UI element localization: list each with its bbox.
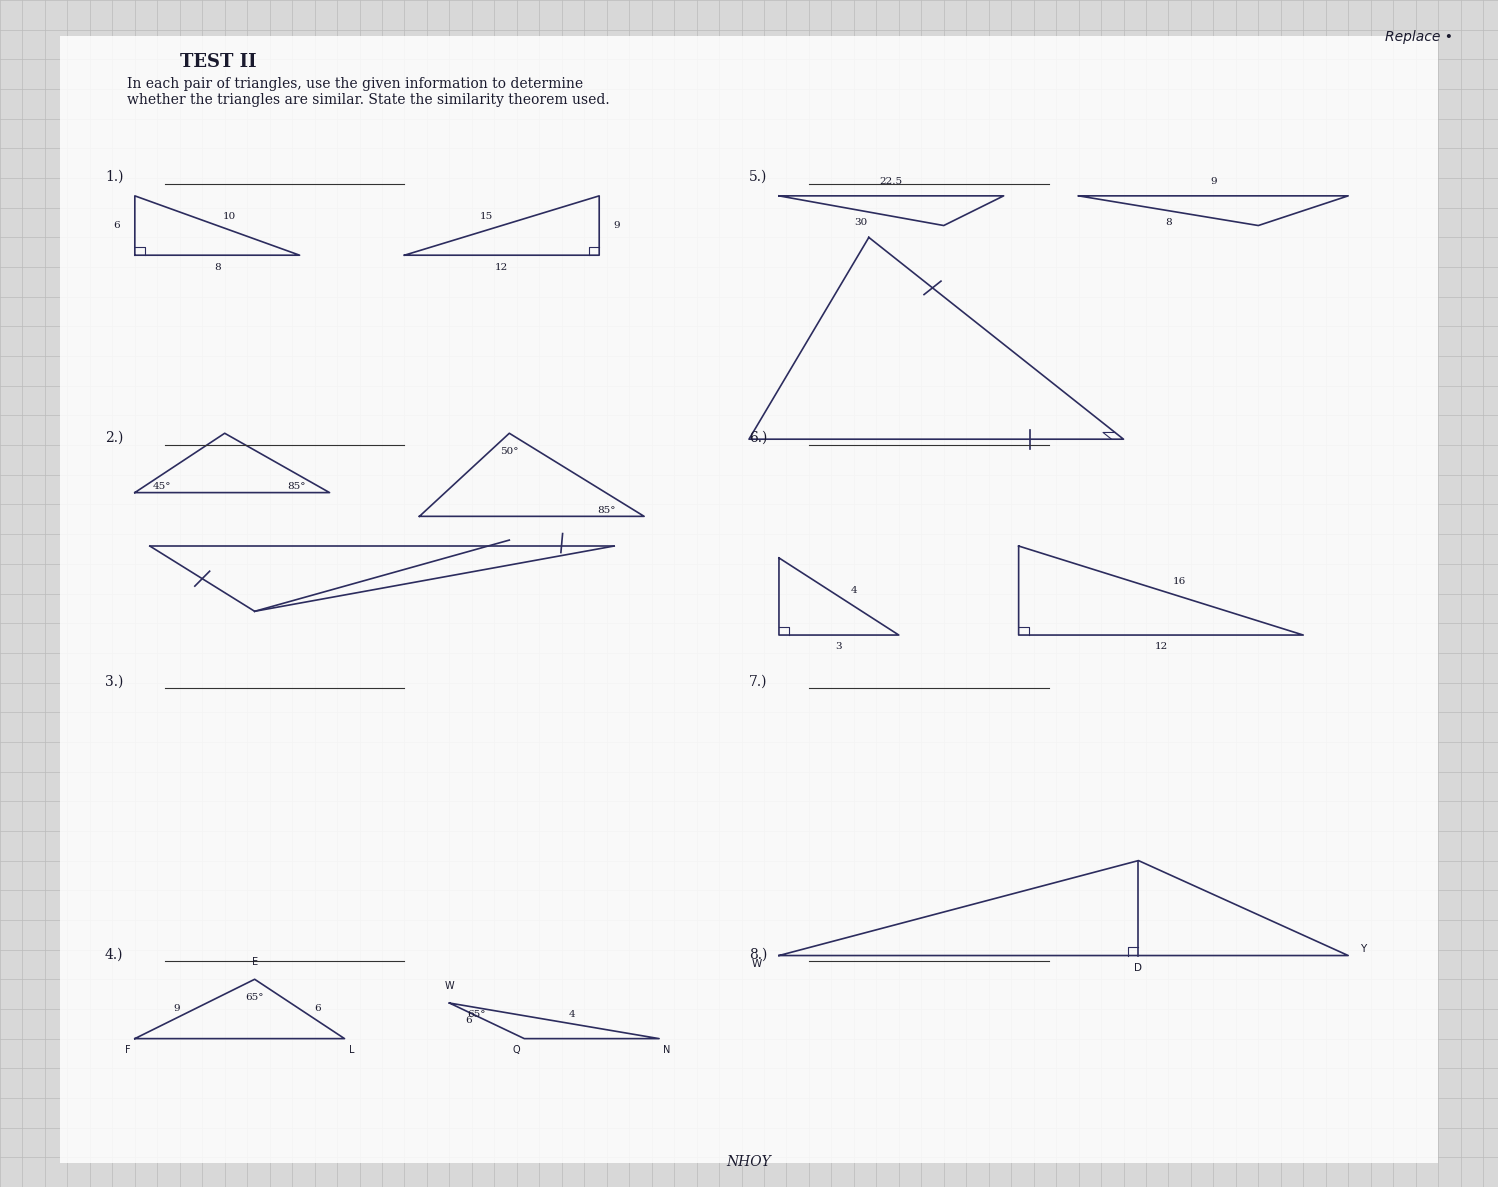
Text: 12: 12 [1155,642,1167,652]
Text: 16: 16 [1173,577,1185,585]
Text: 6: 6 [114,221,120,230]
Text: In each pair of triangles, use the given information to determine
whether the tr: In each pair of triangles, use the given… [127,77,610,107]
Text: 9: 9 [174,1004,180,1014]
Text: 5.): 5.) [749,170,767,184]
Text: 8: 8 [1165,218,1171,227]
Text: 3.): 3.) [105,674,123,688]
Text: 9: 9 [614,221,620,230]
Text: 85°: 85° [598,506,616,515]
Text: D: D [1134,963,1143,973]
Text: E: E [252,957,258,967]
Text: 12: 12 [496,262,508,272]
Text: Y: Y [1360,944,1366,954]
Text: 4: 4 [569,1010,575,1020]
Text: 6: 6 [466,1016,472,1026]
Text: 3: 3 [836,642,842,652]
Text: 4.): 4.) [105,947,123,961]
Text: 1.): 1.) [105,170,123,184]
Text: Replace •: Replace • [1386,30,1453,44]
Text: N: N [664,1045,670,1055]
Text: W: W [445,980,454,991]
Text: Q: Q [512,1045,521,1055]
Text: 65°: 65° [467,1010,485,1020]
Text: TEST II: TEST II [180,53,256,71]
Text: 85°: 85° [288,482,306,491]
Text: 45°: 45° [153,482,171,491]
Text: 8: 8 [214,262,220,272]
Text: 8.): 8.) [749,947,767,961]
Text: W: W [752,959,761,970]
Text: NHOY: NHOY [727,1155,771,1169]
Text: 10: 10 [223,211,235,221]
Text: 7.): 7.) [749,674,767,688]
Text: 6: 6 [315,1004,321,1014]
Text: 22.5: 22.5 [879,177,903,186]
Text: L: L [349,1045,355,1055]
Text: 65°: 65° [246,992,264,1002]
Text: 2.): 2.) [105,431,123,445]
Text: 50°: 50° [500,446,518,456]
Text: F: F [124,1045,130,1055]
Text: 30: 30 [855,218,867,227]
Text: 4: 4 [851,586,857,595]
Text: 6.): 6.) [749,431,767,445]
Text: 15: 15 [481,211,493,221]
Text: 9: 9 [1210,177,1216,186]
FancyBboxPatch shape [60,36,1438,1163]
